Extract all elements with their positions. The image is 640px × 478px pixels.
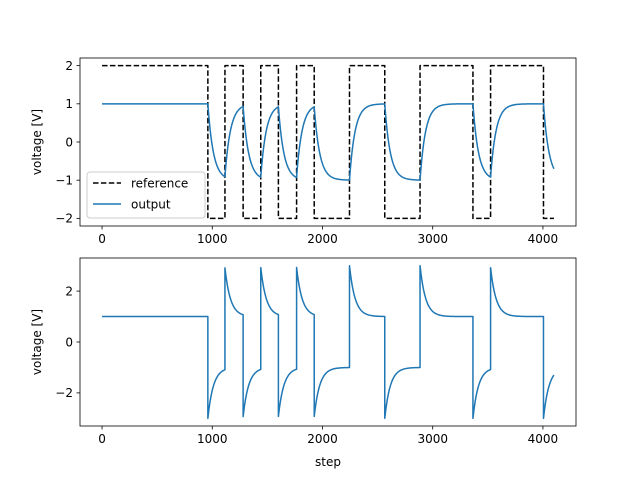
x-tick-label: 3000 — [417, 432, 448, 446]
error-series-line — [102, 264, 555, 420]
reference-series-line — [102, 64, 554, 220]
top-chart-y-ticks: 2 1 0 −1 −2 — [55, 59, 80, 226]
bottom-chart-frame — [79, 257, 577, 427]
bottom-chart-lines — [102, 264, 555, 420]
legend: reference output — [86, 171, 206, 219]
y-tick-label: −1 — [55, 173, 73, 187]
bottom-chart-y-axis-label: voltage [V] — [30, 309, 44, 375]
y-tick-label: 2 — [65, 59, 73, 73]
output-series-line — [102, 103, 555, 181]
x-tick-label: 0 — [98, 432, 106, 446]
y-tick-label: −2 — [55, 212, 73, 226]
top-chart-x-ticks: 0 1000 2000 3000 4000 — [98, 226, 558, 246]
y-tick-label: 2 — [65, 284, 73, 298]
x-tick-label: 2000 — [307, 432, 338, 446]
bottom-chart-x-axis-label: step — [315, 455, 341, 469]
top-chart-lines — [102, 64, 555, 220]
bottom-chart-y-ticks: 2 0 −2 — [55, 284, 80, 400]
y-tick-label: −2 — [55, 386, 73, 400]
legend-box — [86, 171, 206, 219]
x-tick-label: 2000 — [307, 232, 338, 246]
bottom-chart-x-ticks: 0 1000 2000 3000 4000 — [98, 426, 558, 446]
x-tick-label: 3000 — [417, 232, 448, 246]
legend-output-label: output — [131, 198, 171, 212]
top-chart: 0 1000 2000 3000 4000 2 1 0 −1 −2 voltage [V] re… — [30, 57, 577, 246]
x-tick-label: 4000 — [528, 432, 559, 446]
y-tick-label: 0 — [65, 135, 73, 149]
x-tick-label: 0 — [98, 232, 106, 246]
x-tick-label: 1000 — [197, 432, 228, 446]
bottom-chart: 0 1000 2000 3000 4000 2 0 −2 voltage [V] step — [30, 257, 577, 469]
y-tick-label: 1 — [65, 97, 73, 111]
x-tick-label: 4000 — [528, 232, 559, 246]
x-tick-label: 1000 — [197, 232, 228, 246]
top-chart-y-axis-label: voltage [V] — [30, 109, 44, 175]
y-tick-label: 0 — [65, 335, 73, 349]
legend-reference-label: reference — [131, 177, 188, 191]
